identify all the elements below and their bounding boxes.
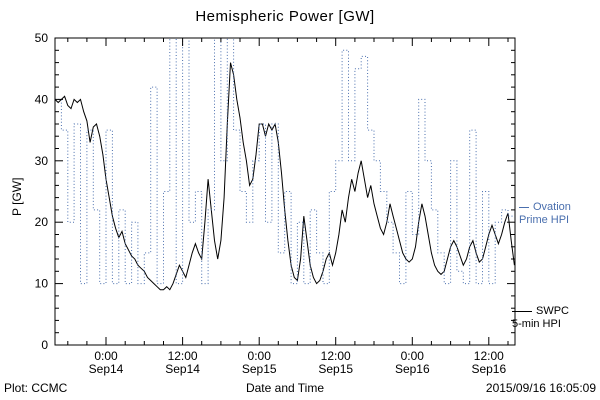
tick-labels: 010203040500:00Sep1412:00Sep140:00Sep151… [35,31,507,376]
legend-ovation: Ovation Prime HPI [519,201,571,227]
legend-swpc-row: SWPC [512,305,569,318]
swpc-5-min-hpi-series [55,62,515,291]
x-axis-label: Date and Time [245,381,325,395]
svg-text:12:00: 12:00 [474,349,504,363]
legend-ovation-label2: Prime HPI [519,214,570,226]
legend-ovation-row: Ovation [519,201,571,214]
legend-swpc-label2: 5-min HPI [512,318,561,330]
svg-text:Sep14: Sep14 [89,362,124,376]
legend-swpc: SWPC 5-min HPI [512,305,569,331]
legend-swpc-label1: SWPC [536,305,569,317]
plot-source-label: Plot: CCMC [4,381,68,395]
svg-text:12:00: 12:00 [168,349,198,363]
svg-text:0:00: 0:00 [401,349,425,363]
timestamp: 2015/09/16 16:05:09 [485,381,596,395]
swpc-line-sample-icon [512,310,532,312]
svg-text:10: 10 [35,277,49,291]
svg-text:Sep16: Sep16 [395,362,430,376]
svg-text:Sep15: Sep15 [318,362,353,376]
svg-text:Sep15: Sep15 [242,362,277,376]
plot-border [54,37,516,346]
ovation-prime-hpi-series [55,38,515,285]
chart-title: Hemispheric Power [GW] [195,8,375,25]
svg-text:40: 40 [35,92,49,106]
svg-text:0:00: 0:00 [94,349,118,363]
svg-text:12:00: 12:00 [321,349,351,363]
svg-text:0: 0 [41,338,48,352]
axis-ticks [55,37,515,346]
svg-text:50: 50 [35,31,49,45]
svg-text:20: 20 [35,215,49,229]
svg-text:Sep14: Sep14 [165,362,200,376]
legend-ovation-label1: Ovation [533,201,571,213]
svg-text:30: 30 [35,154,49,168]
ovation-line-sample-icon [519,206,529,208]
svg-text:0:00: 0:00 [248,349,272,363]
svg-text:Sep16: Sep16 [471,362,506,376]
